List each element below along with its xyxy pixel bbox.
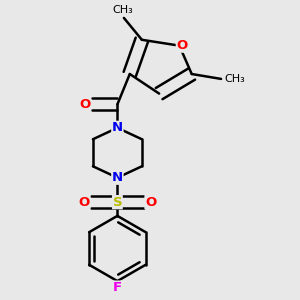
Text: N: N (112, 171, 123, 184)
Text: CH₃: CH₃ (112, 5, 133, 15)
Text: O: O (176, 39, 188, 52)
Text: O: O (79, 196, 90, 209)
Text: O: O (145, 196, 156, 209)
Text: S: S (112, 196, 122, 209)
Text: F: F (113, 281, 122, 294)
Text: N: N (112, 121, 123, 134)
Text: CH₃: CH₃ (224, 74, 245, 84)
Text: O: O (79, 98, 90, 111)
